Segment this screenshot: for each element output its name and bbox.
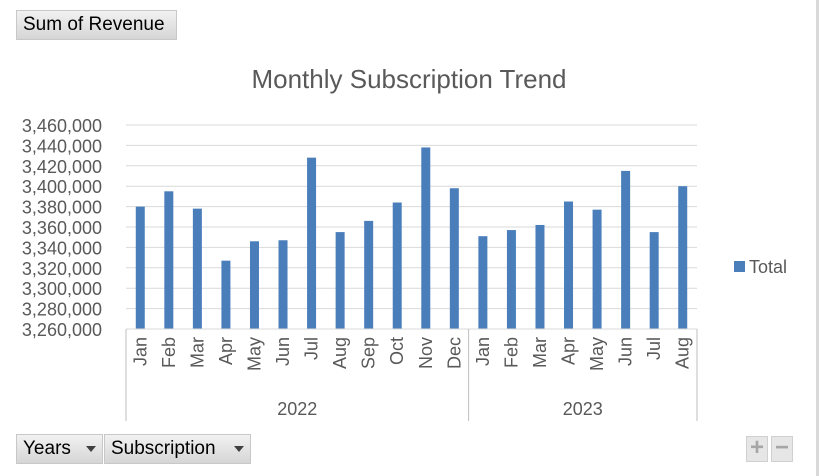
- x-tick-label: Aug: [330, 337, 350, 369]
- bar: [307, 157, 317, 329]
- gridlines: [126, 124, 697, 310]
- bar: [364, 220, 374, 329]
- bar: [449, 188, 459, 329]
- years-field-button[interactable]: Years: [16, 434, 103, 464]
- x-tick-label: May: [244, 337, 264, 371]
- y-tick-label: 3,400,000: [22, 177, 102, 197]
- x-tick-label: Jun: [273, 337, 293, 366]
- x-tick-label: Jan: [473, 337, 493, 366]
- y-tick-label: 3,460,000: [22, 116, 102, 136]
- chevron-down-icon[interactable]: [234, 446, 244, 452]
- x-tick-label: Jul: [644, 337, 664, 360]
- y-tick-label: 3,300,000: [22, 279, 102, 299]
- window-edge: [816, 0, 819, 476]
- bar: [592, 209, 602, 329]
- sum-of-revenue-field-button[interactable]: Sum of Revenue: [16, 10, 177, 40]
- x-tick-label: Apr: [559, 337, 579, 365]
- x-tick-label: Jan: [130, 337, 150, 366]
- x-tick-label: May: [587, 337, 607, 371]
- y-tick-label: 3,340,000: [22, 238, 102, 258]
- x-tick-label: Feb: [159, 337, 179, 368]
- bar: [278, 240, 288, 329]
- bar: [421, 147, 431, 329]
- bar: [192, 208, 202, 329]
- bar: [221, 260, 231, 329]
- y-tick-label: 3,280,000: [22, 300, 102, 320]
- legend-swatch: [734, 261, 745, 272]
- chart-title: Monthly Subscription Trend: [251, 64, 566, 94]
- axes: 3,260,0003,280,0003,300,0003,320,0003,34…: [22, 116, 698, 421]
- legend: Total: [734, 257, 787, 277]
- x-tick-label: Sep: [359, 337, 379, 369]
- bar: [535, 224, 545, 329]
- year-group-label: 2022: [277, 399, 317, 419]
- expand-button[interactable]: +: [746, 436, 768, 462]
- subscription-field-button[interactable]: Subscription: [104, 434, 251, 464]
- y-tick-label: 3,260,000: [22, 320, 102, 340]
- bar: [392, 202, 402, 329]
- bar: [135, 206, 145, 329]
- y-tick-label: 3,440,000: [22, 136, 102, 156]
- bars: [135, 147, 688, 329]
- bar: [335, 232, 345, 329]
- x-tick-label: Mar: [530, 337, 550, 368]
- bar: [678, 186, 688, 329]
- x-tick-label: Oct: [387, 337, 407, 365]
- legend-label: Total: [749, 257, 787, 277]
- x-tick-label: Mar: [187, 337, 207, 368]
- x-tick-label: Feb: [501, 337, 521, 368]
- x-tick-label: Jul: [302, 337, 322, 360]
- subscription-field-label: Subscription: [111, 438, 216, 459]
- years-field-label: Years: [23, 438, 71, 459]
- y-tick-label: 3,420,000: [22, 157, 102, 177]
- bar: [564, 201, 574, 329]
- collapse-button[interactable]: −: [771, 436, 793, 462]
- bar: [478, 236, 488, 329]
- sum-of-revenue-label: Sum of Revenue: [23, 14, 165, 35]
- year-group-label: 2023: [563, 399, 603, 419]
- x-tick-label: Jun: [616, 337, 636, 366]
- bar: [249, 241, 259, 329]
- chevron-down-icon[interactable]: [86, 446, 96, 452]
- bar: [621, 170, 631, 329]
- y-tick-label: 3,380,000: [22, 198, 102, 218]
- x-tick-label: Aug: [673, 337, 693, 369]
- bar: [506, 230, 516, 329]
- x-tick-label: Dec: [444, 337, 464, 369]
- bar: [649, 232, 659, 329]
- y-tick-label: 3,360,000: [22, 218, 102, 238]
- x-tick-label: Nov: [416, 337, 436, 369]
- bar: [164, 191, 174, 329]
- y-tick-label: 3,320,000: [22, 259, 102, 279]
- x-tick-label: Apr: [216, 337, 236, 365]
